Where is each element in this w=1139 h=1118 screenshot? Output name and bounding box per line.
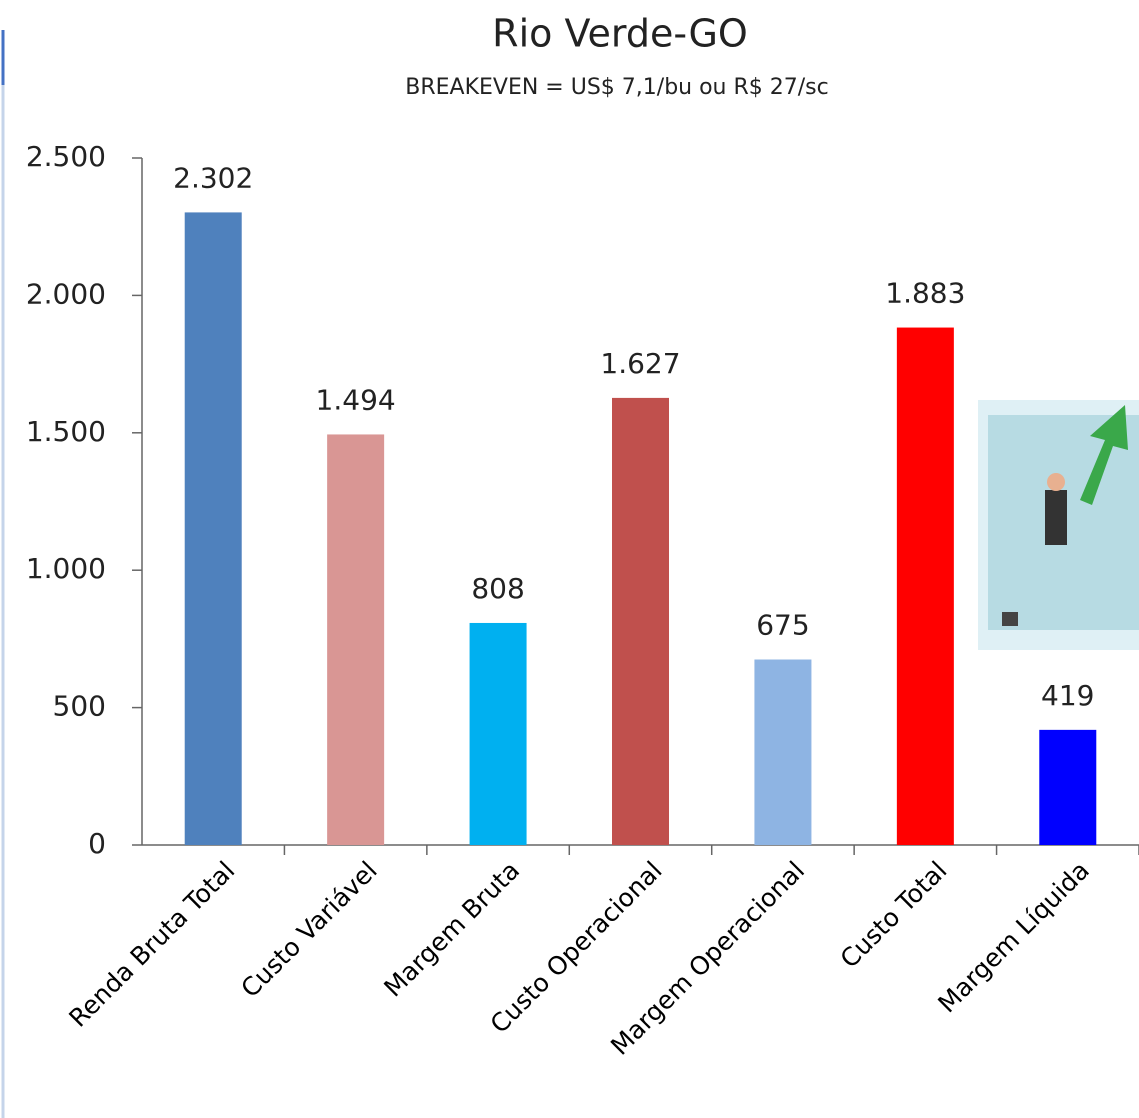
value-label: 675 <box>756 609 809 642</box>
y-tick-label: 2.500 <box>26 140 106 173</box>
y-tick-label: 500 <box>53 690 106 723</box>
chart-subtitle: BREAKEVEN = US$ 7,1/bu ou R$ 27/sc <box>405 75 828 100</box>
illustration-figure <box>1047 473 1065 491</box>
illustration-arrow <box>1080 405 1128 505</box>
value-label: 1.494 <box>316 383 396 416</box>
illustration-figure <box>1045 490 1067 545</box>
value-label: 808 <box>471 572 524 605</box>
y-tick-label: 1.500 <box>26 415 106 448</box>
y-tick-label: 1.000 <box>26 552 106 585</box>
bar <box>754 659 812 845</box>
x-tick-label: Renda Bruta Total <box>63 856 240 1033</box>
bar <box>469 622 527 845</box>
bar <box>896 327 954 845</box>
x-tick-label: Custo Total <box>835 856 953 974</box>
illustration-case <box>1002 612 1018 626</box>
y-tick-label: 0 <box>88 827 106 860</box>
x-tick-label: Custo Variável <box>235 856 382 1003</box>
bar <box>327 434 385 845</box>
y-tick-label: 2.000 <box>26 277 106 310</box>
value-label: 1.627 <box>600 347 680 380</box>
illustration <box>978 400 1139 650</box>
bar <box>1039 729 1097 845</box>
bar <box>612 397 669 845</box>
value-label: 419 <box>1041 679 1094 712</box>
x-tick-label: Margem Bruta <box>378 856 525 1003</box>
chart-title: Rio Verde-GO <box>492 12 748 56</box>
x-tick-label: Margem Líquida <box>932 856 1095 1019</box>
value-label: 2.302 <box>173 161 253 194</box>
value-label: 1.883 <box>885 277 965 310</box>
bar <box>184 212 242 845</box>
